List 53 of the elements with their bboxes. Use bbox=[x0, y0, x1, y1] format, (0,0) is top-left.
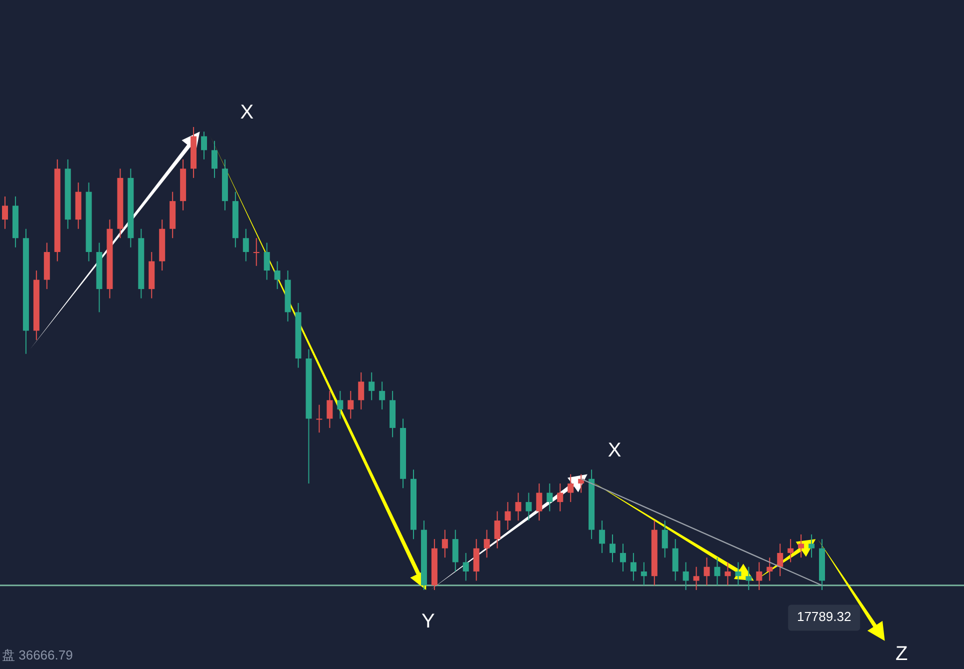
candlestick bbox=[724, 562, 731, 586]
candlestick bbox=[536, 483, 542, 522]
candlestick bbox=[756, 562, 762, 590]
candlestick bbox=[442, 529, 448, 558]
candlestick bbox=[494, 510, 500, 549]
candlestick bbox=[610, 534, 616, 563]
candlestick bbox=[348, 390, 354, 420]
candlestick bbox=[2, 196, 8, 230]
candlestick bbox=[568, 474, 574, 503]
text: 盘 36666.79 bbox=[2, 647, 73, 662]
annotation: X bbox=[608, 439, 622, 462]
candlestick bbox=[462, 552, 469, 582]
text: Z bbox=[895, 643, 908, 666]
candlestick bbox=[662, 520, 668, 558]
candlestick bbox=[620, 543, 626, 572]
candlestick bbox=[630, 552, 636, 582]
candlestick bbox=[211, 140, 218, 178]
candlestick bbox=[337, 390, 344, 420]
candlestick bbox=[242, 228, 249, 262]
text: 17789.32 bbox=[796, 609, 852, 624]
candlestick bbox=[379, 381, 386, 410]
candlestick bbox=[546, 483, 553, 512]
text: Y bbox=[421, 610, 435, 633]
candlestick bbox=[682, 562, 689, 590]
candlestick bbox=[735, 562, 742, 586]
candlestick bbox=[777, 543, 784, 577]
candlestick bbox=[264, 242, 270, 280]
candlestick bbox=[640, 562, 647, 586]
candlestick bbox=[484, 529, 490, 558]
candlestick bbox=[599, 520, 606, 554]
candlestick bbox=[452, 529, 458, 572]
candlestick bbox=[515, 492, 522, 522]
candlestick bbox=[253, 238, 260, 266]
candlestick bbox=[326, 390, 333, 428]
candlestick bbox=[316, 404, 322, 434]
text: X bbox=[240, 101, 254, 124]
candlestick bbox=[201, 131, 208, 160]
candlestick bbox=[368, 372, 375, 401]
candlestick bbox=[808, 534, 815, 558]
candlestick bbox=[693, 566, 700, 590]
candlestick bbox=[714, 557, 720, 586]
candlestick bbox=[557, 483, 564, 512]
candlestick bbox=[798, 534, 804, 558]
candlestick bbox=[788, 538, 794, 563]
candlestick bbox=[504, 502, 511, 530]
candlestick bbox=[473, 538, 480, 582]
candlestick bbox=[358, 372, 364, 410]
candlestick bbox=[274, 260, 280, 290]
candlestick bbox=[672, 538, 678, 582]
candlestick bbox=[746, 566, 752, 590]
candlestick bbox=[766, 557, 773, 582]
candlestick bbox=[704, 557, 710, 586]
candlestick bbox=[526, 492, 532, 522]
